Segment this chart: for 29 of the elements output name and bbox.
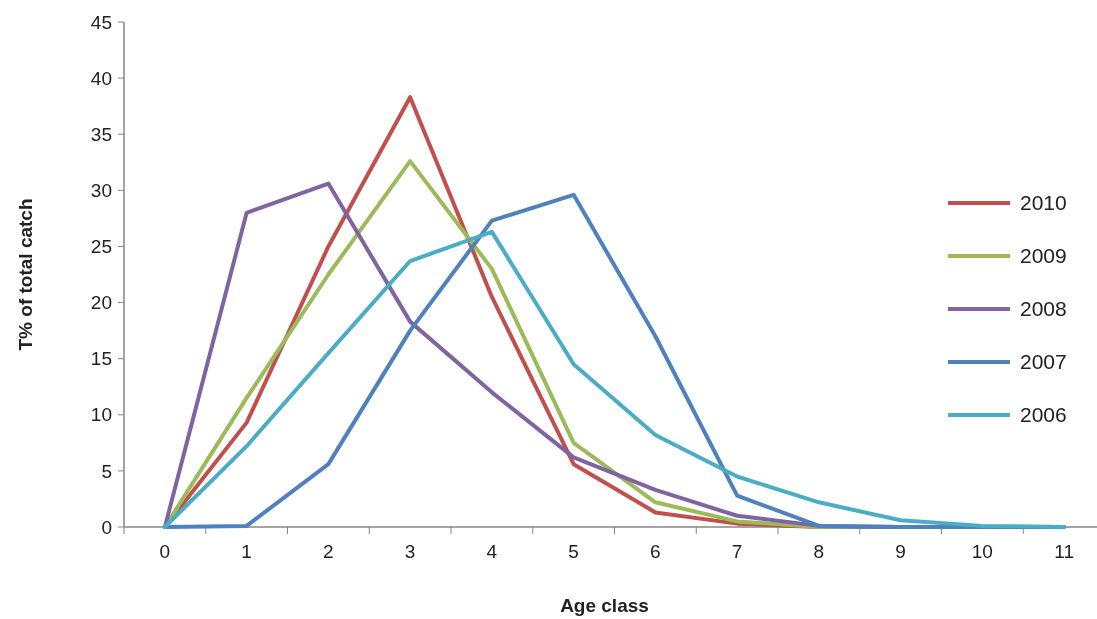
x-tick-label: 9 [895, 541, 906, 562]
x-tick-label: 2 [323, 541, 334, 562]
y-tick-label: 45 [90, 11, 112, 33]
x-tick-label: 5 [568, 541, 579, 562]
x-tick-label: 8 [813, 541, 825, 562]
legend-label: 2010 [1020, 191, 1067, 215]
x-tick-label: 3 [404, 541, 416, 562]
x-tick-label: 6 [650, 541, 661, 562]
x-tick-label: 11 [1054, 541, 1074, 562]
x-tick-label: 7 [731, 541, 743, 562]
legend-label: 2009 [1020, 244, 1067, 268]
x-tick-label: 4 [486, 541, 498, 562]
y-tick-label: 25 [90, 236, 112, 258]
y-tick-label: 0 [101, 516, 112, 538]
x-tick-label: 10 [971, 541, 993, 562]
y-tick-label: 10 [90, 404, 112, 426]
y-tick-label: 15 [90, 348, 112, 370]
y-tick-label: 20 [90, 292, 112, 314]
x-tick-label: 0 [159, 541, 171, 562]
y-tick-label: 30 [90, 179, 112, 201]
y-tick-label: 35 [90, 123, 112, 145]
legend-label: 2008 [1020, 297, 1067, 321]
x-axis-title: Age class [560, 595, 649, 616]
y-tick-label: 40 [90, 67, 112, 89]
x-tick-label: 1 [241, 541, 252, 562]
y-axis-title: T% of total catch [15, 198, 36, 351]
legend-label: 2007 [1020, 350, 1067, 374]
legend-label: 2006 [1020, 403, 1067, 427]
y-tick-label: 5 [101, 460, 112, 482]
